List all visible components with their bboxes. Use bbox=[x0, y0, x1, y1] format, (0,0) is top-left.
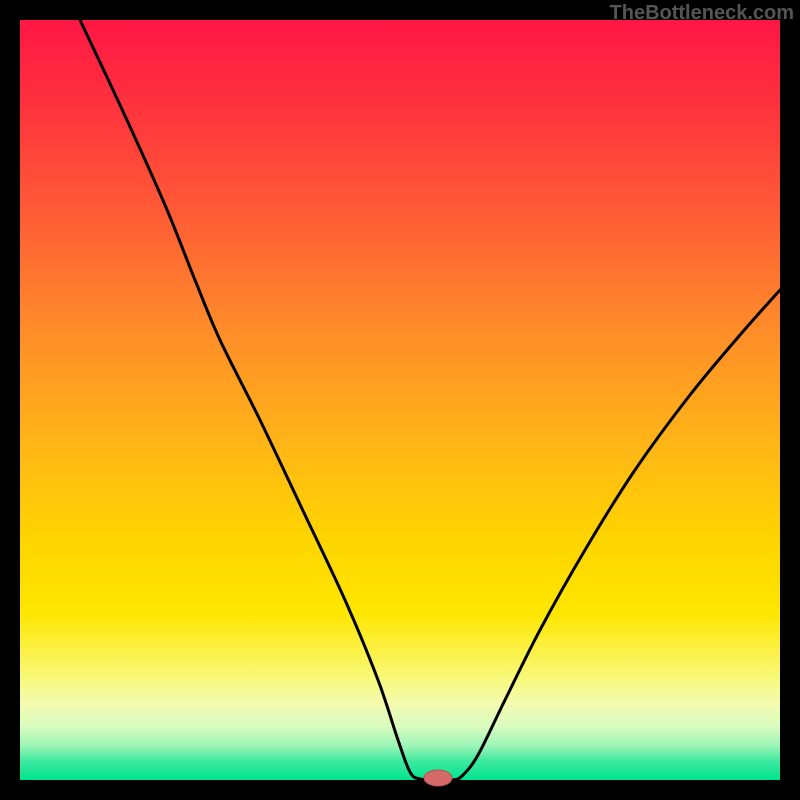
chart-frame: TheBottleneck.com bbox=[0, 0, 800, 800]
watermark-text: TheBottleneck.com bbox=[610, 2, 794, 25]
bottleneck-chart bbox=[0, 0, 800, 800]
optimal-marker bbox=[424, 770, 452, 786]
